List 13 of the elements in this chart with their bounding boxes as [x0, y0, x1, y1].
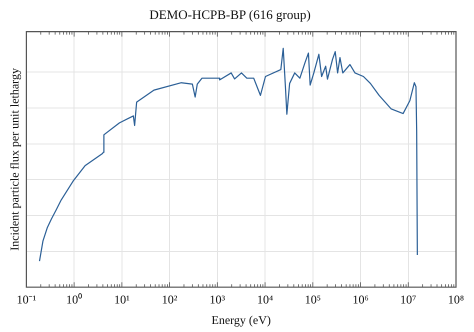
chart-title: DEMO-HCPB-BP (616 group): [149, 7, 311, 22]
x-tick-label: 10⁴: [256, 292, 274, 307]
x-axis-title: Energy (eV): [211, 312, 271, 327]
x-tick-label: 10²: [162, 292, 178, 307]
x-tick-label: 10⁵: [304, 292, 321, 307]
x-tick-label: 10⁸: [448, 292, 464, 307]
x-tick-label: 10¹: [114, 292, 130, 307]
x-tick-label: 10⁰: [66, 292, 82, 307]
x-tick-label: 10³: [210, 292, 226, 307]
x-tick-label: 10⁻¹: [16, 292, 37, 307]
x-tick-label: 10⁷: [400, 292, 416, 307]
y-axis-title: Incident particle flux per unit lethargy: [7, 68, 22, 251]
x-tick-label: 10⁶: [352, 292, 369, 307]
